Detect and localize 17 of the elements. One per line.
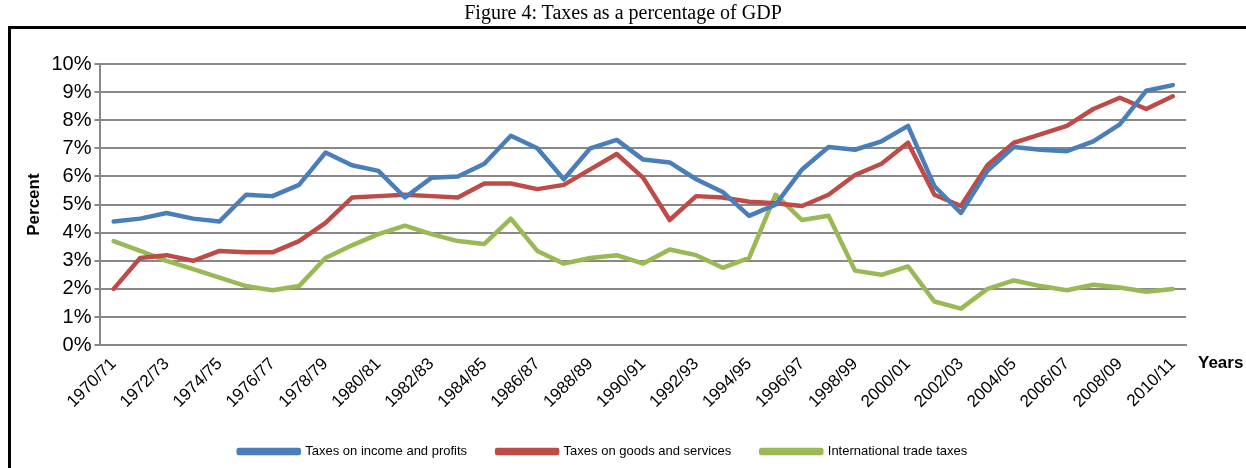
y-tick-label: 3% xyxy=(62,248,92,271)
y-tick-label: 4% xyxy=(62,220,92,243)
y-axis-title: Percent xyxy=(23,173,43,236)
y-tick-label: 0% xyxy=(62,332,92,355)
chart-title: Figure 4: Taxes as a percentage of GDP xyxy=(463,0,783,24)
y-tick-label: 5% xyxy=(62,192,92,215)
y-tick-label: 8% xyxy=(62,107,92,130)
y-tick-label: 1% xyxy=(62,304,92,327)
legend-label: Taxes on goods and services xyxy=(563,443,732,459)
y-tick-label: 6% xyxy=(62,163,92,186)
legend-label: International trade taxes xyxy=(827,443,968,459)
y-tick-label: 7% xyxy=(62,135,92,158)
legend-label: Taxes on income and profits xyxy=(305,443,468,459)
x-axis-title: Years xyxy=(1198,352,1244,372)
y-tick-label: 2% xyxy=(62,276,92,299)
y-tick-label: 9% xyxy=(62,79,92,102)
y-tick-label: 10% xyxy=(51,51,92,74)
